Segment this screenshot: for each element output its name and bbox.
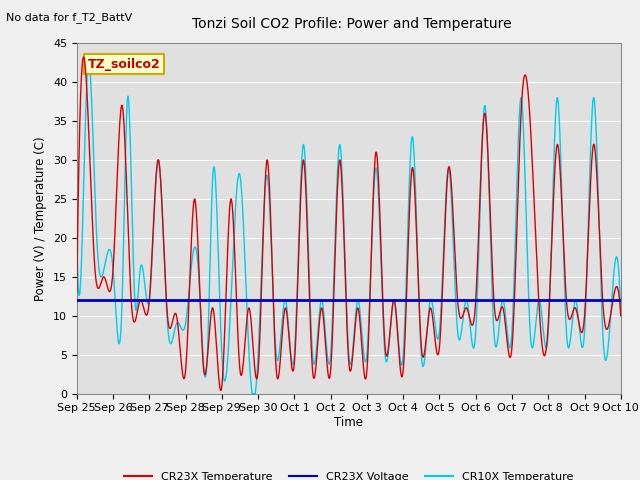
Text: No data for f_T2_BattV: No data for f_T2_BattV xyxy=(6,12,132,23)
Legend: CR23X Temperature, CR23X Voltage, CR10X Temperature: CR23X Temperature, CR23X Voltage, CR10X … xyxy=(120,467,578,480)
Text: TZ_soilco2: TZ_soilco2 xyxy=(88,58,161,71)
Text: Tonzi Soil CO2 Profile: Power and Temperature: Tonzi Soil CO2 Profile: Power and Temper… xyxy=(192,17,512,31)
Y-axis label: Power (V) / Temperature (C): Power (V) / Temperature (C) xyxy=(35,136,47,300)
X-axis label: Time: Time xyxy=(334,416,364,429)
